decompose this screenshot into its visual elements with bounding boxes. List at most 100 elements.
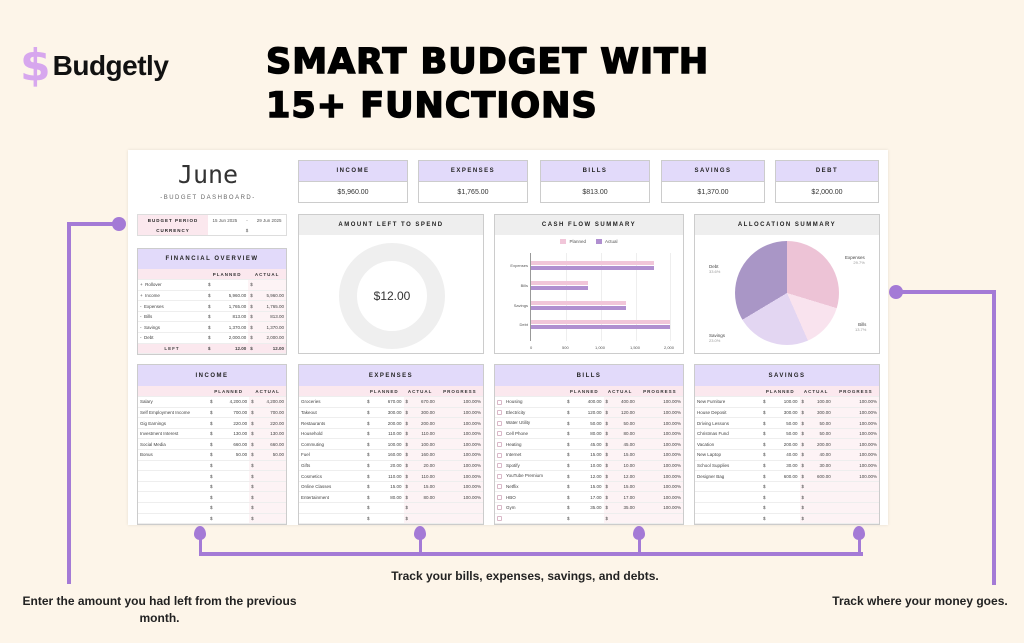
row-label[interactable]: Restaurants (299, 417, 365, 429)
planned-cell[interactable]: 4,200.00 (216, 396, 250, 408)
planned-cell[interactable]: 100.00 (769, 396, 800, 408)
planned-cell[interactable]: 20.00 (373, 460, 404, 472)
row-label[interactable] (695, 513, 761, 524)
actual-cell[interactable]: 300.00 (411, 407, 437, 419)
planned-cell[interactable]: 200.00 (769, 438, 800, 451)
planned-cell[interactable]: 45.00 (573, 438, 604, 451)
actual-cell[interactable]: 200.00 (807, 438, 833, 451)
planned-cell[interactable]: 80.00 (573, 428, 604, 440)
planned-cell[interactable]: 120.00 (573, 407, 604, 419)
actual-cell[interactable] (807, 502, 833, 514)
checkbox[interactable] (497, 516, 502, 522)
actual-cell[interactable]: 100.00 (807, 396, 833, 408)
actual-cell[interactable]: 200.00 (411, 417, 437, 429)
planned-cell[interactable]: 50.00 (769, 428, 800, 440)
checkbox[interactable] (497, 494, 502, 500)
row-label[interactable]: YouTube Premium (495, 470, 565, 482)
planned-cell[interactable]: 12.00 (573, 470, 604, 482)
planned-cell[interactable]: 200.00 (373, 417, 404, 429)
checkbox[interactable] (497, 399, 502, 405)
actual-cell[interactable]: 15.00 (411, 481, 437, 493)
actual-cell[interactable] (257, 470, 286, 482)
actual-cell[interactable]: 80.00 (611, 428, 637, 440)
actual-cell[interactable]: 50.00 (807, 417, 833, 429)
planned-cell[interactable]: 40.00 (769, 449, 800, 461)
row-label[interactable]: Spotify (495, 460, 565, 472)
actual-cell[interactable]: 220.00 (257, 417, 286, 429)
row-label[interactable]: Heating (495, 438, 565, 451)
actual-cell[interactable] (611, 513, 637, 524)
budget-period-end[interactable]: 29 Jun 2025 (256, 217, 282, 223)
actual-cell[interactable]: 30.00 (807, 460, 833, 472)
planned-cell[interactable]: 15.00 (573, 481, 604, 493)
row-label[interactable]: New Furniture (695, 396, 761, 408)
actual-cell[interactable]: 160.00 (411, 449, 437, 461)
planned-cell[interactable]: 700.00 (216, 407, 250, 419)
row-label[interactable]: Cosmetics (299, 470, 365, 482)
checkbox[interactable] (497, 505, 502, 511)
planned-cell[interactable]: 220.00 (216, 417, 250, 429)
planned-cell[interactable]: 17.00 (573, 491, 604, 504)
rollover-actual-input[interactable] (256, 279, 286, 291)
row-label[interactable]: Netflix (495, 481, 565, 493)
row-label[interactable]: Driving Lessons (695, 417, 761, 429)
checkbox[interactable] (497, 431, 502, 437)
row-label[interactable]: Internet (495, 449, 565, 461)
actual-cell[interactable]: 100.00 (411, 438, 437, 451)
planned-cell[interactable]: 660.00 (216, 438, 250, 451)
planned-cell[interactable]: 670.00 (373, 396, 404, 408)
planned-cell[interactable]: 400.00 (573, 396, 604, 408)
planned-cell[interactable] (216, 491, 250, 504)
planned-cell[interactable]: 30.00 (769, 460, 800, 472)
actual-cell[interactable]: 120.00 (611, 407, 637, 419)
actual-cell[interactable]: 50.00 (611, 417, 637, 429)
row-label[interactable]: Groceries (299, 396, 365, 408)
planned-cell[interactable] (769, 513, 800, 524)
actual-cell[interactable]: 300.00 (807, 407, 833, 419)
planned-cell[interactable] (216, 481, 250, 493)
row-label[interactable]: HBO (495, 491, 565, 504)
planned-cell[interactable]: 35.00 (573, 502, 604, 514)
actual-cell[interactable] (807, 491, 833, 504)
checkbox[interactable] (497, 484, 502, 490)
row-label[interactable]: New Laptop (695, 449, 761, 461)
actual-cell[interactable] (411, 502, 437, 514)
row-label[interactable] (695, 481, 761, 493)
planned-cell[interactable]: 80.00 (373, 491, 404, 504)
planned-cell[interactable] (216, 502, 250, 514)
actual-cell[interactable] (257, 460, 286, 472)
actual-cell[interactable]: 20.00 (411, 460, 437, 472)
actual-cell[interactable]: 10.00 (611, 460, 637, 472)
row-label[interactable]: Bonus (138, 449, 208, 461)
row-label[interactable]: Designer Bag (695, 470, 761, 482)
planned-cell[interactable]: 50.00 (769, 417, 800, 429)
actual-cell[interactable]: 110.00 (411, 428, 437, 440)
actual-cell[interactable]: 80.00 (411, 491, 437, 504)
row-label[interactable]: Gym (495, 502, 565, 514)
row-label[interactable] (138, 502, 208, 514)
row-label[interactable]: School Supplies (695, 460, 761, 472)
row-label[interactable]: Electricity (495, 407, 565, 419)
actual-cell[interactable]: 110.00 (411, 470, 437, 482)
row-label[interactable]: Commuting (299, 438, 365, 451)
actual-cell[interactable]: 45.00 (611, 438, 637, 451)
actual-cell[interactable] (257, 502, 286, 514)
planned-cell[interactable]: 300.00 (373, 407, 404, 419)
actual-cell[interactable]: 50.00 (257, 449, 286, 461)
actual-cell[interactable]: 660.00 (257, 438, 286, 451)
actual-cell[interactable]: 15.00 (611, 481, 637, 493)
row-label[interactable]: Gifts (299, 460, 365, 472)
rollover-planned-input[interactable] (214, 279, 249, 291)
row-label[interactable]: House Deposit (695, 407, 761, 419)
row-label[interactable]: Self Employment Income (138, 407, 208, 419)
actual-cell[interactable]: 130.00 (257, 428, 286, 440)
row-label[interactable]: Takeout (299, 407, 365, 419)
actual-cell[interactable]: 12.00 (611, 470, 637, 482)
row-label[interactable] (495, 513, 565, 524)
planned-cell[interactable]: 15.00 (373, 481, 404, 493)
row-label[interactable]: Investment Interest (138, 428, 208, 440)
row-label[interactable]: Housing (495, 396, 565, 408)
checkbox[interactable] (497, 452, 502, 458)
row-label[interactable]: Online Classes (299, 481, 365, 493)
actual-cell[interactable]: 35.00 (611, 502, 637, 514)
